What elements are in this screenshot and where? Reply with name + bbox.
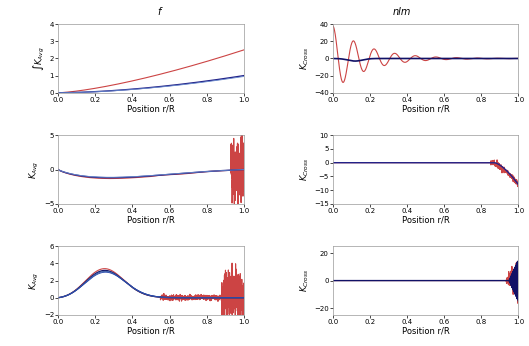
Y-axis label: $K_{Cross}$: $K_{Cross}$ <box>299 269 311 292</box>
X-axis label: Position r/R: Position r/R <box>402 326 450 335</box>
Y-axis label: $\int K_{Avg}$: $\int K_{Avg}$ <box>32 46 47 71</box>
Y-axis label: $K_{Cross}$: $K_{Cross}$ <box>298 158 311 181</box>
X-axis label: Position r/R: Position r/R <box>127 326 175 335</box>
Text: nlm: nlm <box>393 7 411 17</box>
X-axis label: Position r/R: Position r/R <box>127 104 175 113</box>
X-axis label: Position r/R: Position r/R <box>127 215 175 224</box>
Y-axis label: $K_{Avg}$: $K_{Avg}$ <box>28 160 41 179</box>
Y-axis label: $K_{Avg}$: $K_{Avg}$ <box>28 271 41 290</box>
X-axis label: Position r/R: Position r/R <box>402 104 450 113</box>
Text: f: f <box>157 7 160 17</box>
Y-axis label: $K_{Cross}$: $K_{Cross}$ <box>299 47 311 70</box>
X-axis label: Position r/R: Position r/R <box>402 215 450 224</box>
